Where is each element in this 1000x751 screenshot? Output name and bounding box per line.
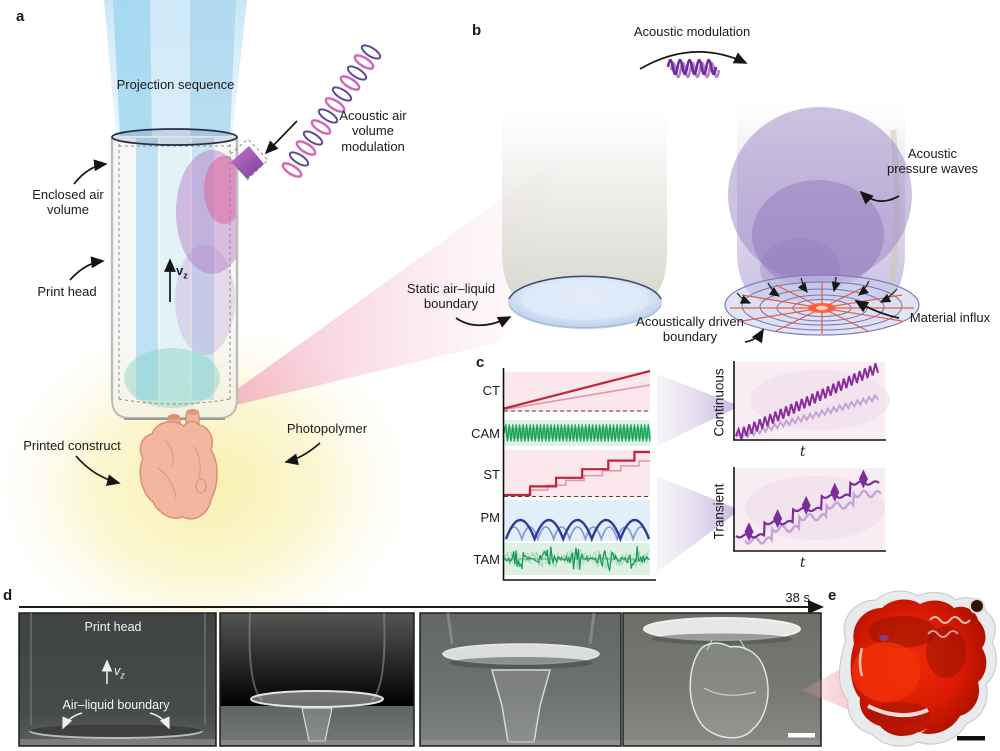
- acoustic-pressure-waves-label: Acoustic pressure waves: [886, 146, 979, 177]
- printed-heart: [139, 409, 218, 520]
- pressure-waves-arrow: [859, 190, 900, 205]
- static-boundary-arrow: [455, 316, 512, 328]
- material-influx-arrow: [854, 300, 900, 319]
- transient-chart: [733, 467, 886, 552]
- acoustic-air-volume-modulation-label: Acoustic air volume modulation: [339, 108, 407, 154]
- photo-frame-3: [419, 612, 622, 747]
- projection-beam: [104, 0, 247, 136]
- side-projection-beam: [236, 160, 556, 405]
- panel-e-label: e: [828, 587, 837, 604]
- frame1-arrows: [62, 659, 170, 730]
- heart-vessel-tube: [969, 598, 985, 614]
- panel-b-illustration: [502, 50, 920, 336]
- pressure-wave-cloud: [728, 107, 912, 283]
- enclosed-air-volume-label: Enclosed air volume: [32, 187, 104, 218]
- projection-sequence-label: Projection sequence: [116, 77, 235, 92]
- row-label-ct: CT: [482, 383, 500, 398]
- panel-a-label: a: [16, 8, 25, 25]
- row-label-st: ST: [483, 467, 500, 482]
- photo-frame-1: [18, 612, 217, 747]
- ripple-rings: [724, 274, 920, 336]
- printed-construct-label: Printed construct: [23, 438, 121, 453]
- scale-bar-heart: [957, 736, 985, 741]
- time-lapse-frames: [18, 600, 824, 747]
- panel-b-label: b: [472, 22, 482, 39]
- transient-axis-label: Transient: [711, 483, 727, 540]
- row-label-pm: PM: [480, 510, 501, 525]
- time-label-transient: t: [800, 555, 806, 571]
- continuous-chart: [733, 361, 890, 441]
- panel-a-illustration: [0, 0, 556, 655]
- print-head-label: Print head: [37, 284, 97, 299]
- static-boundary-label: Static air–liquid boundary: [406, 281, 496, 312]
- photo-frame-2: [219, 612, 415, 747]
- enclosed-air-volume-arrow: [73, 159, 108, 185]
- acoustic-port: [225, 138, 269, 181]
- funnel-continuous: [657, 374, 740, 446]
- velocity-label: vz: [176, 263, 188, 281]
- static-print-head: [502, 108, 667, 329]
- driven-print-head: [724, 105, 920, 336]
- frame1-air-liquid-boundary-label: Air–liquid boundary: [62, 698, 170, 712]
- sine-wave-icon: [666, 58, 721, 79]
- acoustically-driven-boundary-label: Acoustically driven boundary: [636, 314, 744, 345]
- scale-bar-frame4: [788, 733, 815, 738]
- callout-arrows: [69, 120, 900, 487]
- printed-construct-arrow: [75, 455, 121, 487]
- acoustic-coil-icon: [281, 44, 382, 178]
- influx-arrows: [736, 276, 898, 304]
- panel-d-label: d: [3, 587, 13, 604]
- print-head-arrow: [69, 256, 105, 281]
- printed-heart-photo: [802, 590, 997, 747]
- signal-chart: [502, 361, 890, 581]
- continuous-axis-label: Continuous: [711, 368, 727, 437]
- driven-boundary-arrow: [744, 328, 764, 344]
- frame1-velocity-label: vz: [114, 664, 125, 681]
- frame1-print-head-label: Print head: [84, 620, 142, 634]
- panel-c-label: c: [476, 354, 485, 371]
- acoustic-modulation-arrow: [639, 50, 748, 70]
- funnel-transient: [657, 476, 740, 572]
- row-label-tam: TAM: [473, 552, 500, 567]
- photo-frame-4: [622, 612, 822, 747]
- timestamp-label: 38 s: [785, 590, 810, 605]
- time-label-continuous: t: [800, 444, 806, 460]
- material-influx-label: Material influx: [909, 310, 991, 325]
- burst-diamonds: [744, 469, 868, 542]
- acoustic-modulation-label: Acoustic modulation: [633, 24, 751, 39]
- photopolymer-arrow: [284, 442, 321, 466]
- photopolymer-label: Photopolymer: [286, 421, 368, 436]
- modulation-port-arrow: [264, 120, 298, 155]
- row-label-cam: CAM: [471, 426, 500, 441]
